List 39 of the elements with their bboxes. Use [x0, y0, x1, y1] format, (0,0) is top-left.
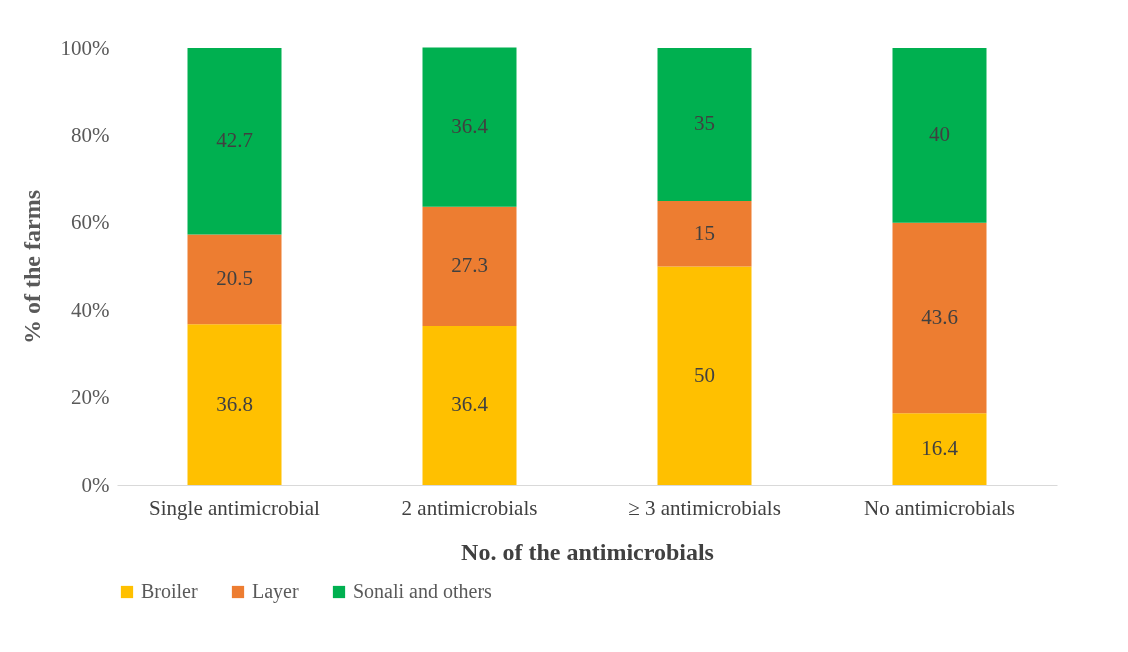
- data-label: 15: [694, 220, 715, 245]
- x-tick-label: ≥ 3 antimicrobials: [628, 495, 781, 520]
- y-tick-label: 80%: [71, 122, 110, 147]
- legend-label: Sonali and others: [353, 580, 493, 602]
- data-label: 35: [694, 111, 715, 136]
- bar: [892, 48, 987, 223]
- x-axis-title: No. of the antimicrobials: [461, 538, 714, 565]
- data-label: 42.7: [216, 128, 253, 153]
- x-tick-label: 2 antimicrobials: [401, 495, 538, 520]
- legend-label: Broiler: [141, 580, 198, 602]
- y-tick-label: 100%: [60, 35, 110, 60]
- data-label: 43.6: [921, 305, 958, 330]
- y-tick-label: 0%: [81, 472, 110, 497]
- y-tick-label: 20%: [71, 385, 110, 410]
- data-label: 36.8: [216, 391, 253, 416]
- data-label: 50: [694, 362, 715, 387]
- bar: [892, 222, 987, 414]
- y-axis-title: % of the farms: [18, 190, 45, 344]
- data-label: 36.4: [451, 392, 489, 417]
- bar: [657, 48, 752, 201]
- data-label: 40: [929, 122, 950, 147]
- bar: [187, 324, 282, 485]
- bar: [187, 234, 282, 325]
- data-label: 16.4: [921, 436, 959, 461]
- bar: [187, 48, 282, 235]
- data-label: 27.3: [451, 253, 488, 278]
- bar: [422, 325, 517, 485]
- data-label: 20.5: [216, 266, 253, 291]
- y-tick-label: 60%: [71, 210, 110, 235]
- y-tick-label: 40%: [71, 297, 110, 322]
- x-tick-label: No antimicrobials: [863, 495, 1016, 520]
- data-label: 36.4: [451, 114, 489, 139]
- bar: [892, 413, 987, 485]
- bar: [657, 266, 752, 485]
- legend-label: Layer: [252, 580, 299, 603]
- bar: [422, 47, 517, 207]
- bar: [422, 206, 517, 326]
- bar: [657, 200, 752, 267]
- x-tick-label: Single antimicrobial: [149, 495, 321, 520]
